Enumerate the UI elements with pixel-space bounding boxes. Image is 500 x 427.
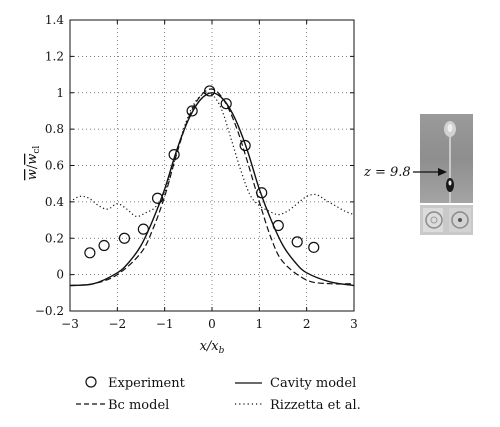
markers [84,85,320,259]
data-point-experiment [168,148,180,161]
legend-item-bc: Bc model [76,398,169,413]
inset-vortex-core [447,124,453,132]
plot-area: −3 −2 −1 0 1 2 3 −0.2 0 0.2 0.4 0.6 0.8 1 1.2 1.4 [35,13,358,331]
grid [70,20,354,311]
data-point-experiment [118,232,131,244]
data-point-experiment [186,105,198,117]
x-tick-label: 3 [350,317,358,331]
data-point-experiment [151,192,164,204]
data-point-experiment [239,139,251,152]
x-tick-label: 0 [208,317,216,331]
legend-item-experiment: Experiment [85,376,186,391]
inset-arrow-head [438,168,447,176]
inset-ring-right-core [458,218,462,222]
legend-label-rizzetta: Rizzetta et al. [270,398,361,413]
inset-ring-right [451,211,469,229]
legend-item-rizzetta: Rizzetta et al. [235,398,361,413]
x-tick-label: 1 [256,317,264,331]
x-tick-label: −1 [156,317,174,331]
y-tick-label: 1.4 [45,13,64,27]
data-point-experiment [291,236,303,248]
legend-marker-experiment [85,376,97,388]
x-tick-label: −2 [108,317,126,331]
data-point-experiment [84,247,96,259]
y-tick-label: 0.2 [45,231,64,245]
series-line-bc-model [69,88,355,287]
legend: Experiment Bc model Cavity model Rizzett… [76,376,361,413]
data-point-experiment [308,241,320,253]
inset-ring-left-inner [430,216,438,224]
y-tick-label: 0.8 [45,122,64,136]
legend-item-cavity: Cavity model [235,376,356,391]
y-tick-label: 0 [56,268,64,282]
series-line-rizzetta-et-al [69,92,355,218]
data-point-experiment [204,85,216,97]
data-point-experiment [256,187,268,199]
data-point-experiment [98,239,110,252]
legend-label-experiment: Experiment [108,376,186,391]
y-tick-label: 0.4 [45,195,64,209]
data-point-experiment [272,219,284,232]
y-tick-label: 0.6 [45,159,64,173]
inset-bubble-highlight [448,180,452,186]
axes [69,19,355,312]
inset-image [420,114,473,235]
data-point-experiment [220,98,232,110]
data-point-experiment [137,223,149,235]
legend-label-bc: Bc model [108,398,169,413]
y-tick-label: 1 [56,86,64,100]
axes-frame [69,19,355,312]
x-axis-label: x/xb [200,339,225,356]
y-tick-label: −0.2 [35,304,64,318]
tick-labels: −3 −2 −1 0 1 2 3 −0.2 0 0.2 0.4 0.6 0.8 1 1.2 1.4 [35,13,358,331]
legend-label-cavity: Cavity model [270,376,356,391]
x-tick-label: 2 [303,317,311,331]
series-line-cavity-model [69,92,355,287]
inset-label: z = 9.8 [363,165,411,180]
svg-text:w/wcl: w/wcl [25,146,42,181]
y-tick-label: 1.2 [45,49,64,63]
x-tick-label: −3 [61,317,79,331]
inset-ring-left [425,211,443,229]
y-axis-label: w/wcl [25,146,42,181]
curves [69,88,355,287]
